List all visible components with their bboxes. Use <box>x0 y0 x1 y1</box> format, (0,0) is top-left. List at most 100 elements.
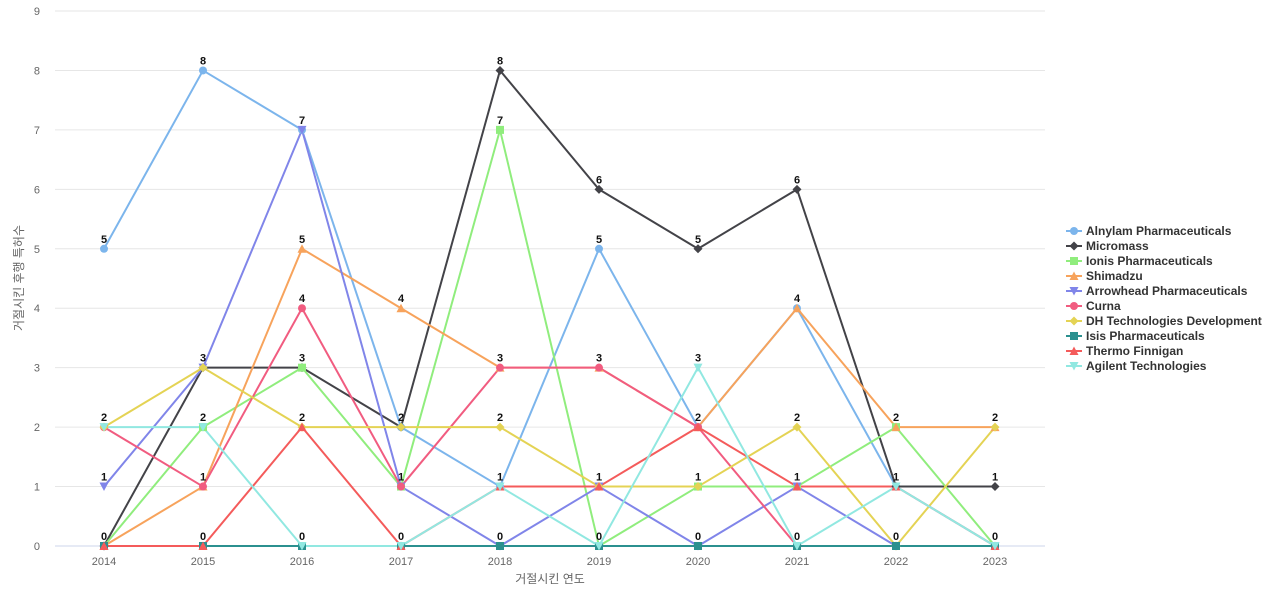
data-point <box>1070 256 1078 265</box>
series-line <box>103 247 995 547</box>
data-label: 2 <box>695 412 701 424</box>
series-line <box>104 366 996 547</box>
data-label: 1 <box>398 472 404 484</box>
data-label: 0 <box>299 531 305 543</box>
data-point <box>792 184 802 194</box>
legend-item[interactable]: Ionis Pharmaceuticals <box>1066 253 1262 268</box>
legend-item[interactable]: Agilent Technologies <box>1066 358 1262 373</box>
data-point <box>693 244 703 254</box>
y-axis-ticks: 0 1 2 3 4 5 6 7 8 9 <box>34 6 40 553</box>
data-label: 6 <box>794 174 800 186</box>
data-point <box>298 363 306 372</box>
legend-swatch <box>1066 226 1082 235</box>
data-label: 3 <box>695 353 701 365</box>
data-label: 0 <box>992 531 998 543</box>
legend-swatch <box>1066 241 1082 250</box>
data-label: 0 <box>695 531 701 543</box>
data-point <box>792 303 802 313</box>
chart-grid <box>55 10 1045 547</box>
legend-item[interactable]: Thermo Finnigan <box>1066 343 1262 358</box>
data-point <box>1070 226 1078 235</box>
data-label: 1 <box>893 472 899 484</box>
data-point <box>199 66 207 75</box>
data-label: 6 <box>596 174 602 186</box>
data-label: 7 <box>299 115 305 127</box>
x-tick-label: 2021 <box>785 556 809 568</box>
data-label: 3 <box>299 353 305 365</box>
legend-item[interactable]: Shimadzu <box>1066 268 1262 283</box>
x-axis-title: 거절시킨 연도 <box>515 572 585 586</box>
data-point <box>693 422 703 432</box>
data-label: 1 <box>596 472 602 484</box>
legend-swatch <box>1066 316 1082 325</box>
legend-item[interactable]: Curna <box>1066 298 1262 313</box>
legend-item[interactable]: Isis Pharmaceuticals <box>1066 328 1262 343</box>
data-point <box>99 541 109 550</box>
data-label: 0 <box>794 531 800 543</box>
x-tick-label: 2019 <box>587 556 611 568</box>
x-tick-label: 2020 <box>686 556 710 568</box>
series-line <box>103 128 996 547</box>
legend-swatch <box>1066 271 1082 280</box>
data-label: 2 <box>299 412 305 424</box>
data-point <box>297 125 307 135</box>
data-point <box>396 542 406 551</box>
data-label: 2 <box>794 412 800 424</box>
data-point <box>594 542 604 551</box>
data-point <box>990 482 1000 492</box>
data-label: 1 <box>992 472 998 484</box>
data-point <box>694 542 702 550</box>
data-point <box>990 422 1000 432</box>
data-label: 0 <box>200 531 206 543</box>
y-tick-label: 3 <box>34 363 40 375</box>
data-label: 7 <box>497 115 503 127</box>
data-point <box>495 65 505 75</box>
data-point <box>496 125 504 134</box>
data-label: 0 <box>398 531 404 543</box>
y-tick-label: 8 <box>34 65 40 77</box>
data-point <box>198 541 208 550</box>
data-point <box>298 304 306 313</box>
y-tick-label: 6 <box>34 184 40 196</box>
data-point <box>792 422 802 432</box>
data-label: 2 <box>101 412 107 424</box>
data-label: 8 <box>200 55 206 67</box>
data-label: 2 <box>497 412 503 424</box>
legend-label: Ionis Pharmaceuticals <box>1086 253 1213 268</box>
data-point <box>891 482 901 492</box>
y-tick-label: 9 <box>34 6 40 18</box>
legend-item[interactable]: Micromass <box>1066 238 1262 253</box>
y-tick-label: 1 <box>34 482 40 494</box>
legend-item[interactable]: DH Technologies Development <box>1066 313 1262 328</box>
legend-swatch <box>1066 301 1082 310</box>
x-tick-label: 2017 <box>389 556 413 568</box>
data-point <box>495 482 505 492</box>
legend-label: Curna <box>1086 298 1121 313</box>
data-point <box>1069 286 1079 295</box>
x-tick-label: 2018 <box>488 556 512 568</box>
data-label: 8 <box>497 55 503 67</box>
x-tick-label: 2016 <box>290 556 314 568</box>
data-point <box>297 422 307 432</box>
legend-label: Micromass <box>1086 238 1149 253</box>
y-tick-label: 7 <box>34 125 40 137</box>
legend-item[interactable]: Arrowhead Pharmaceuticals <box>1066 283 1262 298</box>
legend-swatch <box>1066 346 1082 355</box>
legend-swatch <box>1066 361 1082 370</box>
data-label: 3 <box>497 353 503 365</box>
data-label: 0 <box>893 531 899 543</box>
legend-label: Alnylam Pharmaceuticals <box>1086 223 1232 238</box>
data-label: 2 <box>200 412 206 424</box>
data-point <box>594 184 604 194</box>
data-point <box>496 542 504 550</box>
data-label: 0 <box>101 531 107 543</box>
data-point <box>397 482 405 491</box>
data-label: 1 <box>497 472 503 484</box>
legend-item[interactable]: Alnylam Pharmaceuticals <box>1066 223 1262 238</box>
chart-legend: Alnylam Pharmaceuticals Micromass Ionis Ph… <box>1066 223 1262 373</box>
series-line <box>103 366 996 547</box>
data-point <box>792 482 802 491</box>
data-point <box>1069 346 1079 355</box>
data-point <box>396 422 406 432</box>
